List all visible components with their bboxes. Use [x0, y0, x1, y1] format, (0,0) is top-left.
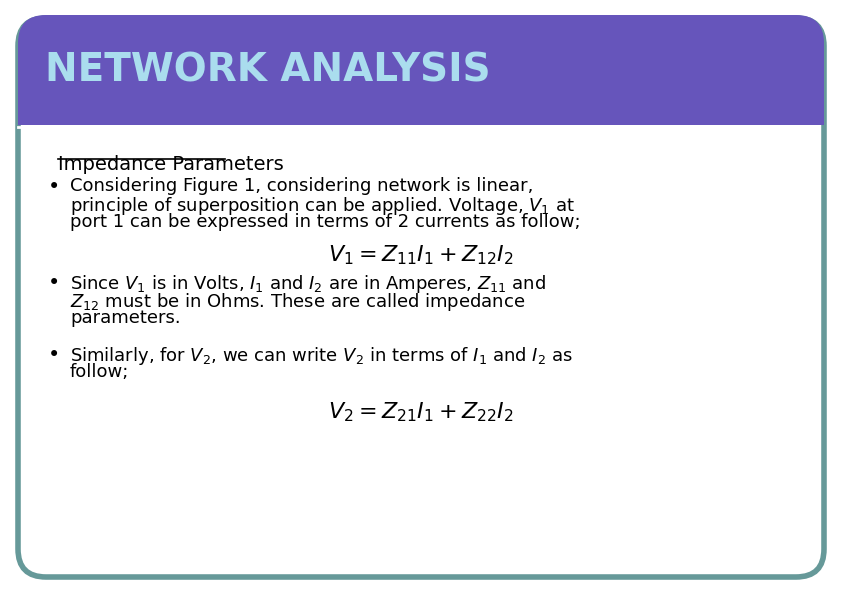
Text: $V_2 = Z_{21}I_1 + Z_{22}I_2$: $V_2 = Z_{21}I_1 + Z_{22}I_2$	[328, 400, 514, 424]
Text: follow;: follow;	[70, 363, 130, 381]
Text: parameters.: parameters.	[70, 309, 181, 327]
Text: Similarly, for $V_2$, we can write $V_2$ in terms of $I_1$ and $I_2$ as: Similarly, for $V_2$, we can write $V_2$…	[70, 345, 573, 367]
FancyBboxPatch shape	[18, 15, 824, 125]
Text: $Z_{12}$ must be in Ohms. These are called impedance: $Z_{12}$ must be in Ohms. These are call…	[70, 291, 525, 313]
Text: $V_1 = Z_{11}I_1 + Z_{12}I_2$: $V_1 = Z_{11}I_1 + Z_{12}I_2$	[328, 243, 514, 267]
FancyBboxPatch shape	[18, 18, 824, 577]
Text: •: •	[48, 273, 61, 293]
Text: Impedance Parameters: Impedance Parameters	[58, 155, 284, 174]
Bar	[18, 97, 824, 125]
Text: NETWORK ANALYSIS: NETWORK ANALYSIS	[45, 51, 491, 89]
Text: port 1 can be expressed in terms of 2 currents as follow;: port 1 can be expressed in terms of 2 cu…	[70, 213, 581, 231]
Text: •: •	[48, 345, 61, 365]
Text: Since $V_1$ is in Volts, $I_1$ and $I_2$ are in Amperes, $Z_{11}$ and: Since $V_1$ is in Volts, $I_1$ and $I_2$…	[70, 273, 546, 295]
Text: Considering Figure 1, considering network is linear,: Considering Figure 1, considering networ…	[70, 177, 533, 195]
Text: •: •	[48, 177, 61, 197]
Text: principle of superposition can be applied. Voltage, $V_1$ at: principle of superposition can be applie…	[70, 195, 575, 217]
